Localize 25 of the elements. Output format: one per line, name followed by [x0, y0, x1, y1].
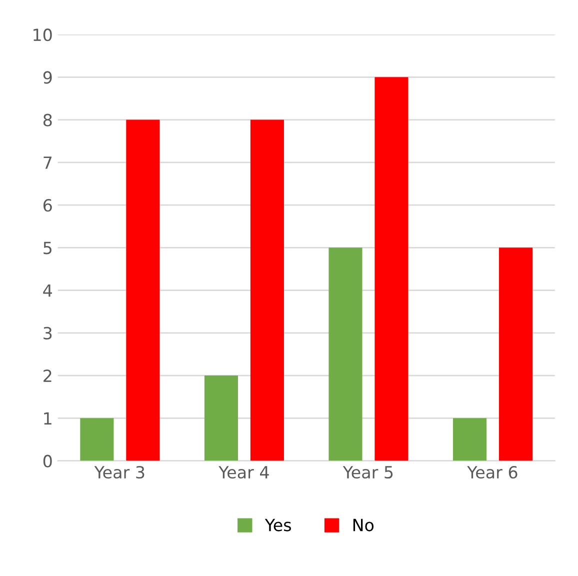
x-tick-label: Year 4: [218, 466, 269, 479]
bar: [250, 120, 284, 461]
x-tick-label: Year 3: [94, 466, 144, 479]
bar: [374, 77, 408, 461]
y-tick-label: 8: [43, 114, 52, 126]
legend-label: No: [353, 518, 374, 532]
y-tick-label: 7: [44, 156, 52, 169]
bar: [126, 120, 160, 461]
y-tick-label: 10: [34, 28, 52, 42]
bar: [80, 418, 114, 461]
y-tick-label: 0: [43, 454, 52, 468]
bar: [204, 376, 238, 461]
y-tick-label: 3: [44, 326, 52, 340]
x-tick-label: Year 6: [467, 466, 518, 479]
y-tick-label: 6: [44, 199, 52, 212]
x-tick-label: Year 5: [342, 466, 393, 479]
bar: [452, 418, 487, 461]
bar: [498, 248, 533, 461]
y-tick-label: 1: [44, 412, 52, 425]
y-tick-label: 5: [44, 242, 52, 254]
legend-label: Yes: [264, 518, 291, 532]
y-tick-label: 9: [43, 71, 52, 84]
y-tick-label: 2: [44, 370, 52, 382]
bar: [328, 248, 362, 461]
y-tick-label: 4: [43, 284, 52, 297]
